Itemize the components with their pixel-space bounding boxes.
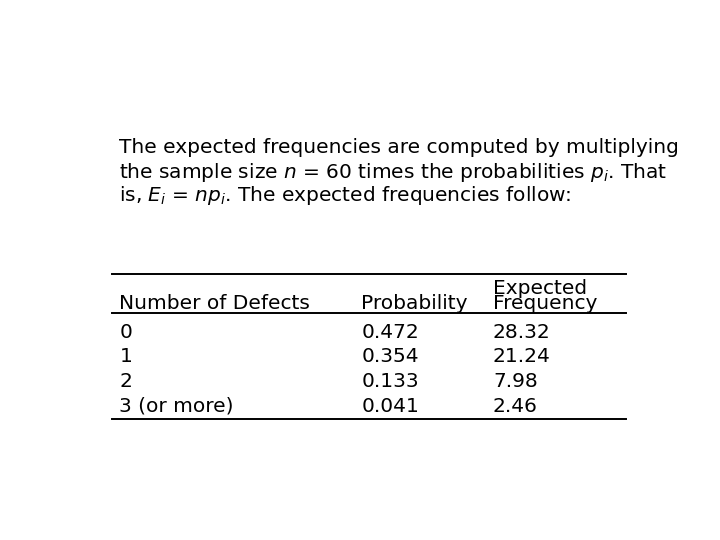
Text: 2: 2 xyxy=(120,372,132,391)
Text: The expected frequencies are computed by multiplying: The expected frequencies are computed by… xyxy=(120,138,680,157)
Text: is, $E_i$ = $np_i$. The expected frequencies follow:: is, $E_i$ = $np_i$. The expected frequen… xyxy=(120,184,572,207)
Text: Frequency: Frequency xyxy=(493,294,598,313)
Text: 0.354: 0.354 xyxy=(361,347,419,366)
Text: the sample size $n$ = 60 times the probabilities $p_i$. That: the sample size $n$ = 60 times the proba… xyxy=(120,161,667,184)
Text: 7.98: 7.98 xyxy=(493,372,538,391)
Text: 21.24: 21.24 xyxy=(493,347,551,366)
Text: 2.46: 2.46 xyxy=(493,397,538,416)
Text: 0.472: 0.472 xyxy=(361,323,419,342)
Text: 0.041: 0.041 xyxy=(361,397,419,416)
Text: Expected: Expected xyxy=(493,279,587,298)
Text: Number of Defects: Number of Defects xyxy=(120,294,310,313)
Text: 0: 0 xyxy=(120,323,132,342)
Text: 3 (or more): 3 (or more) xyxy=(120,397,234,416)
Text: 1: 1 xyxy=(120,347,132,366)
Text: 0.133: 0.133 xyxy=(361,372,419,391)
Text: Probability: Probability xyxy=(361,294,468,313)
Text: 28.32: 28.32 xyxy=(493,323,551,342)
